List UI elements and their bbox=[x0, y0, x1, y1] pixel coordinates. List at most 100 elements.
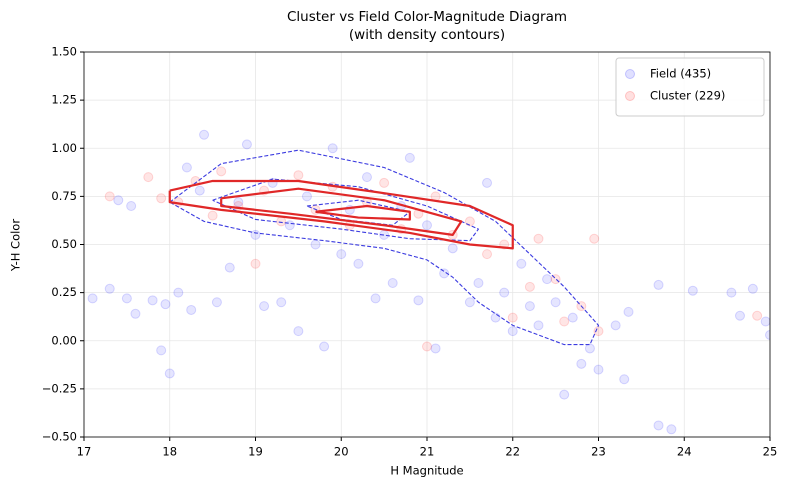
point bbox=[687, 285, 698, 296]
point bbox=[726, 287, 737, 298]
point bbox=[173, 287, 184, 298]
point bbox=[464, 216, 475, 227]
point bbox=[310, 239, 321, 250]
point bbox=[121, 293, 132, 304]
point bbox=[379, 177, 390, 188]
point bbox=[559, 316, 570, 327]
point bbox=[524, 301, 535, 312]
point bbox=[327, 143, 338, 154]
point bbox=[293, 170, 304, 181]
x-tick-label: 20 bbox=[334, 445, 349, 459]
point bbox=[404, 152, 415, 163]
point bbox=[199, 129, 210, 140]
contour bbox=[212, 178, 479, 242]
point bbox=[610, 320, 621, 331]
y-tick-label: 0.75 bbox=[51, 189, 77, 203]
contour bbox=[169, 149, 600, 346]
point bbox=[464, 297, 475, 308]
point bbox=[550, 297, 561, 308]
point bbox=[194, 185, 205, 196]
point bbox=[593, 364, 604, 375]
y-tick-label: −0.25 bbox=[42, 381, 77, 395]
point bbox=[164, 368, 175, 379]
point bbox=[653, 420, 664, 431]
point bbox=[250, 229, 261, 240]
y-tick-label: −0.50 bbox=[42, 430, 77, 444]
point bbox=[507, 326, 518, 337]
point bbox=[186, 304, 197, 315]
legend-box bbox=[615, 57, 765, 117]
point bbox=[482, 177, 493, 188]
contour bbox=[315, 204, 411, 221]
point bbox=[734, 310, 745, 321]
point bbox=[559, 389, 570, 400]
x-tick-label: 25 bbox=[763, 445, 778, 459]
contour bbox=[220, 187, 463, 236]
point bbox=[533, 233, 544, 244]
point bbox=[413, 295, 424, 306]
point bbox=[533, 320, 544, 331]
point bbox=[516, 258, 527, 269]
point bbox=[752, 310, 763, 321]
point bbox=[104, 283, 115, 294]
y-tick-label: 1.50 bbox=[51, 45, 77, 59]
point bbox=[482, 249, 493, 260]
y-tick-label: 0.25 bbox=[51, 285, 77, 299]
x-tick-label: 19 bbox=[248, 445, 263, 459]
point bbox=[422, 341, 432, 352]
point bbox=[293, 326, 304, 337]
point bbox=[147, 295, 158, 306]
chart-title: Cluster vs Field Color-Magnitude Diagram bbox=[287, 9, 567, 25]
y-axis-label: Y-H Color bbox=[9, 219, 23, 272]
point bbox=[207, 210, 218, 221]
point bbox=[259, 301, 270, 312]
point bbox=[490, 312, 501, 323]
x-tick-label: 24 bbox=[677, 445, 692, 459]
legend-label: Cluster (229) bbox=[650, 89, 725, 103]
x-tick-label: 18 bbox=[162, 445, 177, 459]
point bbox=[524, 281, 535, 292]
plot-frame bbox=[83, 51, 771, 438]
point bbox=[336, 249, 347, 260]
legend-label: Field (435) bbox=[650, 67, 711, 81]
point bbox=[181, 162, 192, 173]
point bbox=[447, 243, 458, 254]
point bbox=[666, 424, 677, 435]
point bbox=[319, 341, 330, 352]
point bbox=[361, 172, 372, 183]
point bbox=[623, 306, 634, 317]
point bbox=[747, 283, 758, 294]
point bbox=[619, 374, 630, 385]
x-tick-label: 23 bbox=[591, 445, 606, 459]
point bbox=[241, 139, 252, 150]
point bbox=[87, 293, 98, 304]
x-axis-label: H Magnitude bbox=[390, 464, 463, 478]
plot-area bbox=[87, 129, 770, 435]
point bbox=[276, 297, 287, 308]
y-tick-label: 1.00 bbox=[51, 141, 77, 155]
point bbox=[130, 308, 141, 319]
point bbox=[104, 191, 115, 202]
point bbox=[422, 220, 432, 231]
point bbox=[760, 316, 770, 327]
point bbox=[353, 258, 364, 269]
y-tick-label: 0.50 bbox=[51, 237, 77, 251]
point bbox=[216, 166, 227, 177]
point bbox=[301, 191, 312, 202]
point bbox=[156, 345, 167, 356]
point bbox=[113, 195, 124, 206]
point bbox=[250, 258, 261, 269]
point bbox=[370, 293, 381, 304]
contour bbox=[168, 179, 514, 250]
point bbox=[284, 220, 295, 231]
point bbox=[439, 268, 450, 279]
point bbox=[143, 172, 154, 183]
x-tick-label: 21 bbox=[420, 445, 435, 459]
y-tick-label: 1.25 bbox=[51, 93, 77, 107]
point bbox=[765, 329, 770, 340]
point bbox=[473, 278, 484, 288]
point bbox=[211, 297, 222, 308]
point bbox=[567, 312, 578, 323]
